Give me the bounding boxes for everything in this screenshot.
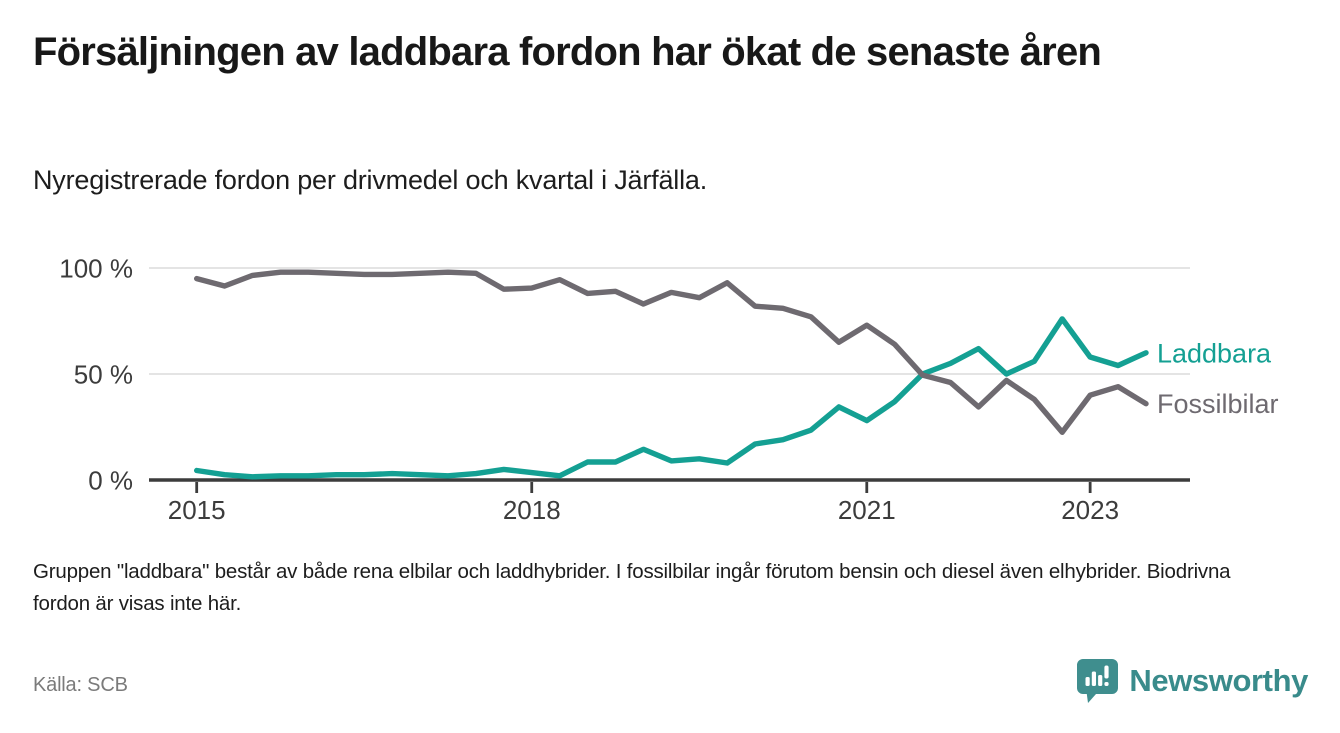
line-chart: 0 % 50 % 100 % 2015 2018 2021 2023 Laddbara Fo… bbox=[59, 254, 1279, 526]
x-axis-labels: 2015 2018 2021 2023 bbox=[168, 495, 1119, 525]
x-tick-label: 2021 bbox=[838, 495, 896, 525]
x-tick-label: 2018 bbox=[503, 495, 561, 525]
source-label: Källa: SCB bbox=[33, 674, 128, 696]
newsworthy-logo: Newsworthy bbox=[1075, 656, 1308, 706]
chart-title: Försäljningen av laddbara fordon har öka… bbox=[33, 30, 1102, 74]
x-axis bbox=[149, 478, 1190, 493]
x-tick-label: 2015 bbox=[168, 495, 226, 525]
series-label-fossilbilar: Fossilbilar bbox=[1157, 389, 1279, 419]
series-line-laddbara bbox=[193, 316, 1149, 480]
gridlines bbox=[149, 267, 1190, 375]
series-line-fossilbilar bbox=[193, 269, 1149, 436]
y-tick-label: 0 % bbox=[88, 466, 133, 496]
x-tick-label: 2023 bbox=[1061, 495, 1119, 525]
footnote: Gruppen "laddbara" består av både rena e… bbox=[33, 560, 1231, 615]
chart-subtitle: Nyregistrerade fordon per drivmedel och … bbox=[33, 165, 707, 195]
y-tick-label: 50 % bbox=[74, 360, 133, 390]
y-axis-labels: 0 % 50 % 100 % bbox=[59, 254, 133, 496]
y-tick-label: 100 % bbox=[59, 254, 133, 284]
newsworthy-chart-pin-icon bbox=[1077, 659, 1119, 703]
series-end-labels: Laddbara Fossilbilar bbox=[1157, 338, 1279, 419]
brand-name: Newsworthy bbox=[1129, 663, 1308, 698]
data-series bbox=[193, 269, 1149, 480]
series-label-laddbara: Laddbara bbox=[1157, 338, 1272, 368]
